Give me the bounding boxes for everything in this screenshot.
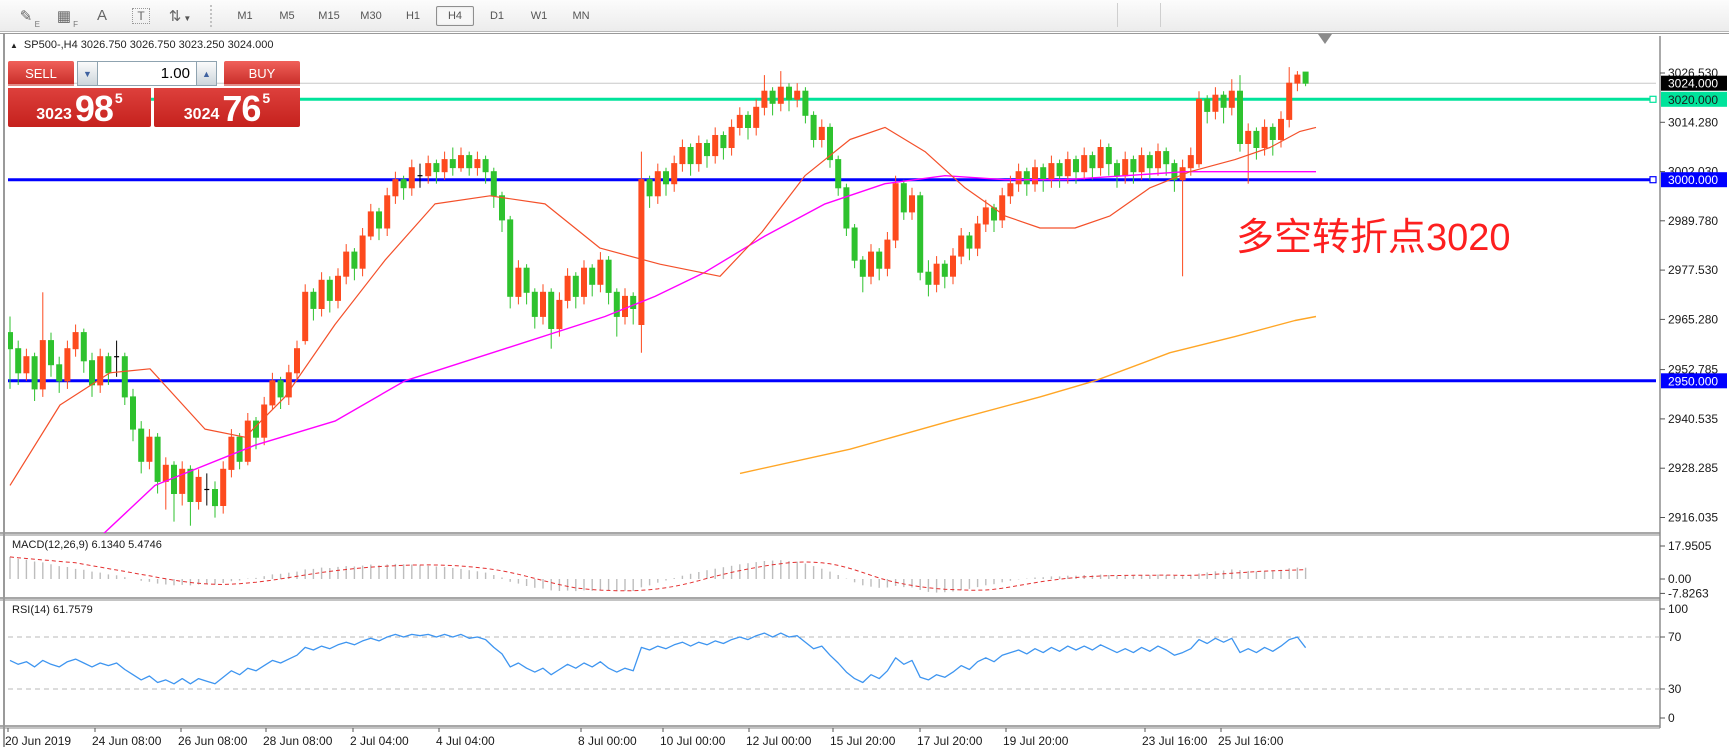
svg-text:15 Jul 20:00: 15 Jul 20:00: [830, 734, 896, 748]
timeframe-button-h4[interactable]: H4: [436, 5, 474, 26]
time-axis: 20 Jun 2019 24 Jun 08:00 26 Jun 08:00 28 Ju…: [5, 728, 1284, 748]
chart-annotation-text: 多空转折点3020: [1236, 217, 1511, 259]
svg-text:30: 30: [1668, 682, 1682, 696]
ma-fast-line: [9, 126, 1317, 486]
buy-button[interactable]: BUY: [224, 61, 300, 86]
svg-text:3024.000: 3024.000: [1668, 77, 1718, 91]
timeframe-button-h1[interactable]: H1: [405, 9, 421, 22]
sell-price-point: 5: [114, 90, 123, 106]
svg-text:0: 0: [1668, 711, 1675, 725]
buy-price-integer: 3024: [183, 106, 220, 123]
svg-text:8 Jul 00:00: 8 Jul 00:00: [578, 734, 637, 748]
sell-button[interactable]: SELL: [8, 61, 74, 86]
svg-text:20 Jun 2019: 20 Jun 2019: [5, 734, 71, 748]
macd-label: MACD(12,26,9) 6.1340 5.4746: [12, 539, 162, 551]
cursor-arrow-icon: [1318, 34, 1332, 44]
svg-text:2952.785: 2952.785: [1668, 363, 1718, 377]
timeframe-button-w1[interactable]: W1: [530, 9, 548, 22]
buy-price-button[interactable]: 3024 76 5: [154, 88, 300, 127]
svg-text:0.00: 0.00: [1668, 572, 1692, 586]
svg-text:2928.285: 2928.285: [1668, 461, 1718, 475]
collapse-marker-icon[interactable]: ▲: [10, 41, 18, 50]
chart-title: ▲ SP500-,H4 3026.750 3026.750 3023.250 30…: [10, 39, 273, 51]
text-label-icon[interactable]: A: [96, 7, 107, 24]
window-border: [0, 33, 1729, 34]
grid-indicator-icon[interactable]: ▦ F: [56, 7, 78, 29]
svg-text:-7.8263: -7.8263: [1668, 586, 1709, 600]
sell-price-integer: 3023: [36, 106, 72, 123]
candles-layer: [8, 67, 1309, 526]
toolbar-drawing-tools: ✎ E ▦ F A T ⇅ ▼: [0, 7, 206, 29]
svg-text:17 Jul 20:00: 17 Jul 20:00: [917, 734, 983, 748]
toolbar-separator: [1117, 3, 1118, 27]
svg-text:23 Jul 16:00: 23 Jul 16:00: [1142, 734, 1208, 748]
volume-increase-button[interactable]: ▲: [196, 61, 217, 86]
svg-text:2989.780: 2989.780: [1668, 214, 1718, 228]
toolbar: ✎ E ▦ F A T ⇅ ▼ M1 M5 M15 M30 H1 H4 D1 W1 MN: [0, 0, 1729, 32]
svg-text:12 Jul 00:00: 12 Jul 00:00: [746, 734, 812, 748]
rsi-label: RSI(14) 61.7579: [12, 604, 93, 616]
ma-mid-line: [103, 171, 1316, 533]
sell-price-pips: 98: [74, 88, 114, 129]
svg-text:70: 70: [1668, 630, 1682, 644]
svg-text:2965.280: 2965.280: [1668, 312, 1718, 326]
svg-text:2977.530: 2977.530: [1668, 263, 1718, 277]
svg-text:24 Jun 08:00: 24 Jun 08:00: [92, 734, 162, 748]
buy-price-pips: 76: [222, 88, 261, 129]
ma-slow-line: [739, 315, 1317, 475]
timeframe-button-m5[interactable]: M5: [279, 9, 295, 22]
svg-text:19 Jul 20:00: 19 Jul 20:00: [1003, 734, 1069, 748]
timeframe-button-m1[interactable]: M1: [237, 9, 253, 22]
svg-text:3014.280: 3014.280: [1668, 115, 1718, 129]
macd-signal-line: [9, 556, 1306, 592]
sell-price-button[interactable]: 3023 98 5: [8, 88, 151, 127]
svg-text:100: 100: [1668, 602, 1688, 616]
crosshair-draw-icon[interactable]: ✎ E: [19, 7, 40, 29]
svg-text:3020.000: 3020.000: [1668, 93, 1718, 107]
timeframe-toolbar: M1 M5 M15 M30 H1 H4 D1 W1 MN: [224, 5, 602, 26]
svg-text:17.9505: 17.9505: [1668, 539, 1712, 553]
chart-title-text: SP500-,H4 3026.750 3026.750 3023.250 302…: [23, 39, 274, 51]
window-border: [3, 33, 5, 747]
timeframe-button-mn[interactable]: MN: [572, 9, 590, 22]
svg-text:4 Jul 04:00: 4 Jul 04:00: [436, 734, 495, 748]
svg-text:2940.535: 2940.535: [1668, 412, 1718, 426]
timeframe-button-m15[interactable]: M15: [318, 9, 340, 22]
rsi-line: [9, 632, 1307, 685]
toolbar-separator: [1160, 3, 1161, 27]
timeframe-button-d1[interactable]: D1: [489, 9, 505, 22]
svg-text:3000.000: 3000.000: [1668, 173, 1718, 187]
timeframe-button-m30[interactable]: M30: [360, 9, 382, 22]
svg-text:25 Jul 16:00: 25 Jul 16:00: [1218, 734, 1284, 748]
svg-text:10 Jul 00:00: 10 Jul 00:00: [660, 734, 726, 748]
rsi-panel: [9, 632, 1307, 685]
svg-text:2950.000: 2950.000: [1668, 374, 1718, 388]
svg-text:2 Jul 04:00: 2 Jul 04:00: [350, 734, 409, 748]
svg-text:28 Jun 08:00: 28 Jun 08:00: [263, 734, 333, 748]
text-box-icon[interactable]: T: [132, 7, 150, 24]
svg-text:26 Jun 08:00: 26 Jun 08:00: [178, 734, 248, 748]
volume-input[interactable]: [98, 61, 196, 86]
arrows-objects-icon[interactable]: ⇅ ▼: [168, 7, 192, 25]
svg-text:2916.035: 2916.035: [1668, 511, 1718, 525]
toolbar-separator: [210, 4, 216, 27]
volume-decrease-button[interactable]: ▼: [77, 61, 98, 86]
buy-price-point: 5: [262, 90, 271, 106]
macd-panel: [9, 556, 1307, 593]
